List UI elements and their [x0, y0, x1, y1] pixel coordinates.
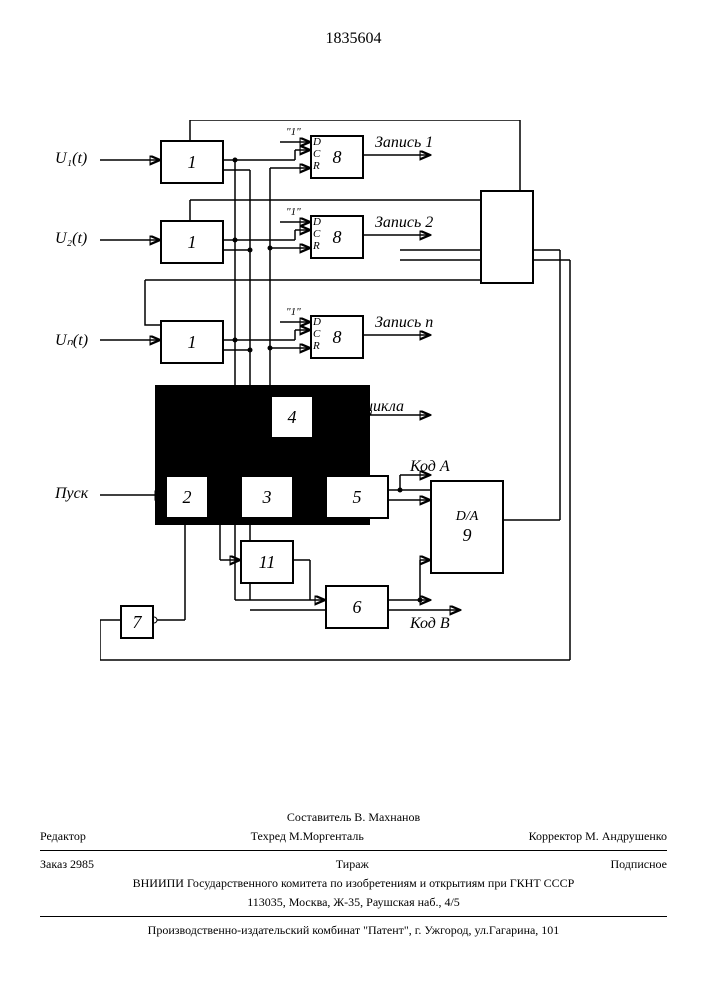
footer-vniipi: ВНИИПИ Государственного комитета по изоб…	[40, 874, 667, 893]
pin-r-2: R	[313, 240, 320, 252]
label-pusk: Пуск	[55, 485, 88, 503]
footer: Составитель В. Махнанов Редактор Техред …	[40, 808, 667, 940]
label-kodb: Код В	[410, 615, 450, 633]
block-3: 3	[240, 475, 294, 519]
block-1b: 1	[160, 220, 224, 264]
footer-zakaz: Заказ 2985	[40, 857, 94, 872]
block-2: 2	[165, 475, 209, 519]
pin-r-n: R	[313, 340, 320, 352]
block-right	[480, 190, 534, 284]
pin-d-n: D	[313, 316, 321, 328]
label-u1: U₁(t)	[55, 150, 87, 168]
block-9-num: 9	[463, 525, 472, 546]
block-6: 6	[325, 585, 389, 629]
label-zapisn: Запись n	[375, 314, 433, 332]
footer-sostavitel: Составитель В. Махнанов	[287, 810, 420, 824]
page-number: 1835604	[326, 30, 382, 48]
block-7: 7	[120, 605, 154, 639]
block-9: D/A 9	[430, 480, 504, 574]
footer-redaktor: Редактор	[40, 829, 86, 844]
label-zapis1: Запись 1	[375, 134, 433, 152]
pin-one-2: "1"	[286, 206, 301, 218]
footer-address: 113035, Москва, Ж-35, Раушская наб., 4/5	[40, 893, 667, 912]
footer-tirazh: Тираж	[336, 857, 369, 872]
label-zapis2: Запись 2	[375, 214, 433, 232]
pin-d-2: D	[313, 216, 321, 228]
pin-r-1: R	[313, 160, 320, 172]
block-4: 4	[270, 395, 314, 439]
pin-c-2: C	[313, 228, 320, 240]
pin-c-1: C	[313, 148, 320, 160]
label-koda: Код А	[410, 458, 450, 476]
pin-d-1: D	[313, 136, 321, 148]
pin-da: D/A	[456, 509, 479, 525]
pin-one-1: "1"	[286, 126, 301, 138]
block-5: 5	[325, 475, 389, 519]
footer-proizv: Производственно-издательский комбинат "П…	[40, 921, 667, 940]
footer-podpisnoe: Подписное	[610, 857, 667, 872]
circuit-diagram: U₁(t) U₂(t) Uₙ(t) Пуск Запись 1 Запись 2…	[100, 120, 600, 680]
block-1a: 1	[160, 140, 224, 184]
label-konets: Конец цикла	[320, 398, 404, 416]
pin-one-n: "1"	[286, 306, 301, 318]
pin-c-n: C	[313, 328, 320, 340]
block-11: 11	[240, 540, 294, 584]
footer-korrektor: Корректор М. Андрушенко	[529, 829, 667, 844]
label-un: Uₙ(t)	[55, 330, 88, 350]
footer-texred: Техред М.Моргенталь	[251, 829, 364, 844]
label-u2: U₂(t)	[55, 230, 87, 248]
block-1c: 1	[160, 320, 224, 364]
